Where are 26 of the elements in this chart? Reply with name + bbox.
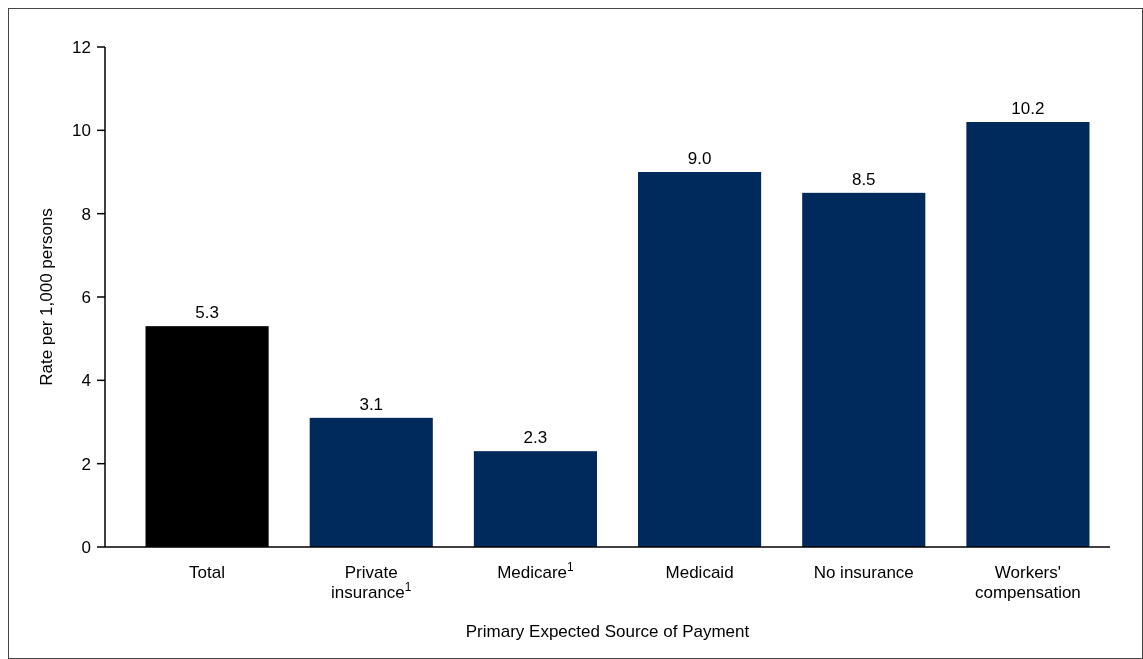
data-label: 2.3 <box>523 428 548 448</box>
data-label: 9.0 <box>687 149 712 168</box>
data-label: 10.2 <box>1011 99 1045 118</box>
bar <box>638 172 762 547</box>
y-axis-title: Rate per 1,000 persons <box>37 208 56 386</box>
bar <box>473 451 597 547</box>
y-tick-label: 0 <box>81 537 91 557</box>
y-tick-label: 6 <box>81 287 91 307</box>
y-tick-label: 8 <box>81 204 91 224</box>
x-tick-label: No insurance <box>813 563 914 582</box>
y-tick-label: 4 <box>81 371 91 391</box>
bar <box>802 192 926 547</box>
x-tick-label: Total <box>189 563 226 582</box>
y-tick-label: 2 <box>81 454 91 474</box>
data-label: 5.3 <box>195 303 219 323</box>
y-tick-label: 10 <box>72 121 91 141</box>
data-label: 3.1 <box>359 394 384 414</box>
x-tick-label: Medicaid <box>665 563 734 582</box>
x-axis-title: Primary Expected Source of Payment <box>465 622 750 641</box>
y-tick-label: 12 <box>72 37 91 57</box>
x-tick-label: Medicare$^{1}$ <box>497 560 575 582</box>
data-label: 8.5 <box>851 169 876 189</box>
bar <box>309 417 433 547</box>
x-tick-label: Private insurance$^{1}$ <box>331 563 412 602</box>
x-tick-label: Workers' compensation <box>974 563 1081 602</box>
bar <box>966 122 1090 547</box>
